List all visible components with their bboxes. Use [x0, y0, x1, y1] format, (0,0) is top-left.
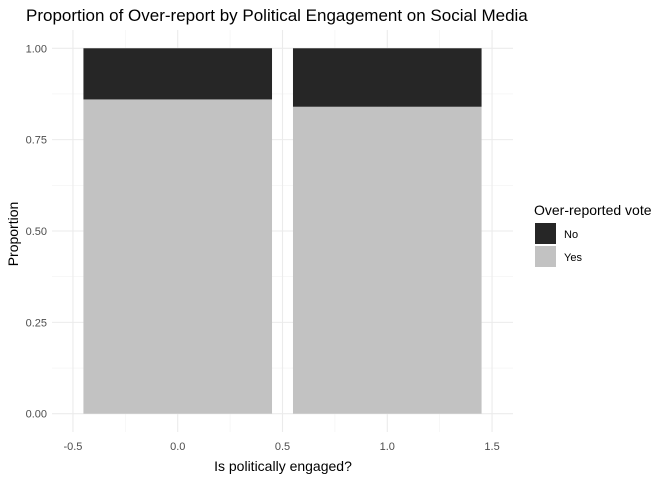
bar-segment-no [83, 48, 273, 100]
y-tick-label: 0.00 [26, 409, 47, 421]
bar-segment-no [292, 48, 482, 107]
bar-segment-yes [292, 106, 482, 414]
x-axis-ticks: -0.5 0.0 0.5 1.0 1.5 [63, 441, 499, 453]
x-tick-label: -0.5 [63, 441, 82, 453]
legend: Over-reported vote No Yes [534, 202, 652, 267]
x-tick-label: 1.0 [380, 441, 395, 453]
y-tick-label: 0.75 [26, 135, 47, 147]
x-tick-label: 0.5 [275, 441, 290, 453]
legend-items: No Yes [535, 223, 582, 267]
y-tick-label: 1.00 [26, 43, 47, 55]
y-axis-ticks: 0.00 0.25 0.50 0.75 1.00 [26, 43, 47, 420]
x-tick-label: 1.5 [484, 441, 499, 453]
legend-title: Over-reported vote [534, 202, 652, 218]
legend-swatch-no [535, 223, 556, 244]
y-axis-label: Proportion [5, 202, 21, 267]
legend-label-yes: Yes [564, 252, 582, 264]
legend-swatch-yes [535, 246, 556, 267]
legend-label-no: No [564, 229, 578, 241]
y-tick-label: 0.25 [26, 317, 47, 329]
x-axis-label: Is politically engaged? [214, 458, 352, 474]
chart-title: Proportion of Over-report by Political E… [26, 6, 528, 25]
bars [83, 48, 482, 414]
bar-segment-yes [83, 99, 273, 414]
y-tick-label: 0.50 [26, 226, 47, 238]
x-tick-label: 0.0 [170, 441, 185, 453]
